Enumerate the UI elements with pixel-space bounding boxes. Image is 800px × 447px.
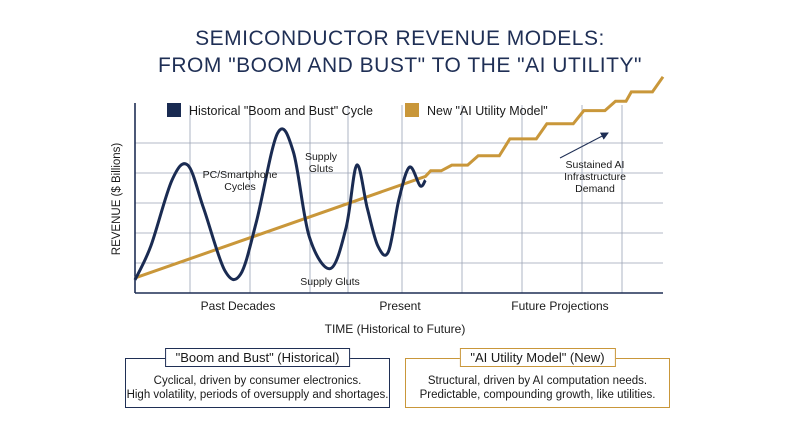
- chart-title-line-1: SEMICONDUCTOR REVENUE MODELS:: [195, 27, 605, 50]
- legend-label: New "AI Utility Model": [427, 104, 548, 118]
- series-line-historical: [133, 127, 427, 281]
- x-tick-label: Present: [379, 299, 421, 313]
- legend-swatch: [405, 103, 419, 117]
- x-axis-label: TIME (Historical to Future): [325, 322, 466, 336]
- annotation-label: Supply: [305, 151, 338, 163]
- historical-summary-box: "Boom and Bust" (Historical) Cyclical, d…: [125, 348, 390, 408]
- annotation-label: Supply Gluts: [300, 276, 360, 288]
- historical-box-line-2: High volatility, periods of oversupply a…: [126, 389, 389, 401]
- annotation-label: Infrastructure: [564, 171, 626, 183]
- ai-utility-box-title: "AI Utility Model" (New): [459, 348, 616, 367]
- annotation-label: Sustained AI: [566, 159, 625, 171]
- ai-utility-box-line-2: Predictable, compounding growth, like ut…: [419, 389, 656, 401]
- historical-box-line-1: Cyclical, driven by consumer electronics…: [153, 375, 362, 387]
- historical-box-title: "Boom and Bust" (Historical): [164, 348, 351, 367]
- series-line-ai-utility: [134, 75, 665, 280]
- annotation-label: PC/Smartphone: [203, 169, 278, 181]
- ai-utility-summary-box: "AI Utility Model" (New) Structural, dri…: [405, 348, 670, 408]
- annotation-label: Gluts: [309, 163, 334, 175]
- annotation-label: Cycles: [224, 181, 256, 193]
- annotation-label: Demand: [575, 183, 615, 195]
- x-tick-label: Future Projections: [511, 299, 608, 313]
- legend-label: Historical "Boom and Bust" Cycle: [189, 104, 373, 118]
- ai-utility-box-line-1: Structural, driven by AI computation nee…: [427, 375, 648, 387]
- chart-title-line-2: FROM "BOOM AND BUST" TO THE "AI UTILITY": [158, 54, 642, 77]
- y-axis-label: REVENUE ($ Billions): [111, 143, 123, 256]
- legend-swatch: [167, 103, 181, 117]
- x-tick-label: Past Decades: [201, 299, 276, 313]
- annotation-arrow: [559, 132, 609, 159]
